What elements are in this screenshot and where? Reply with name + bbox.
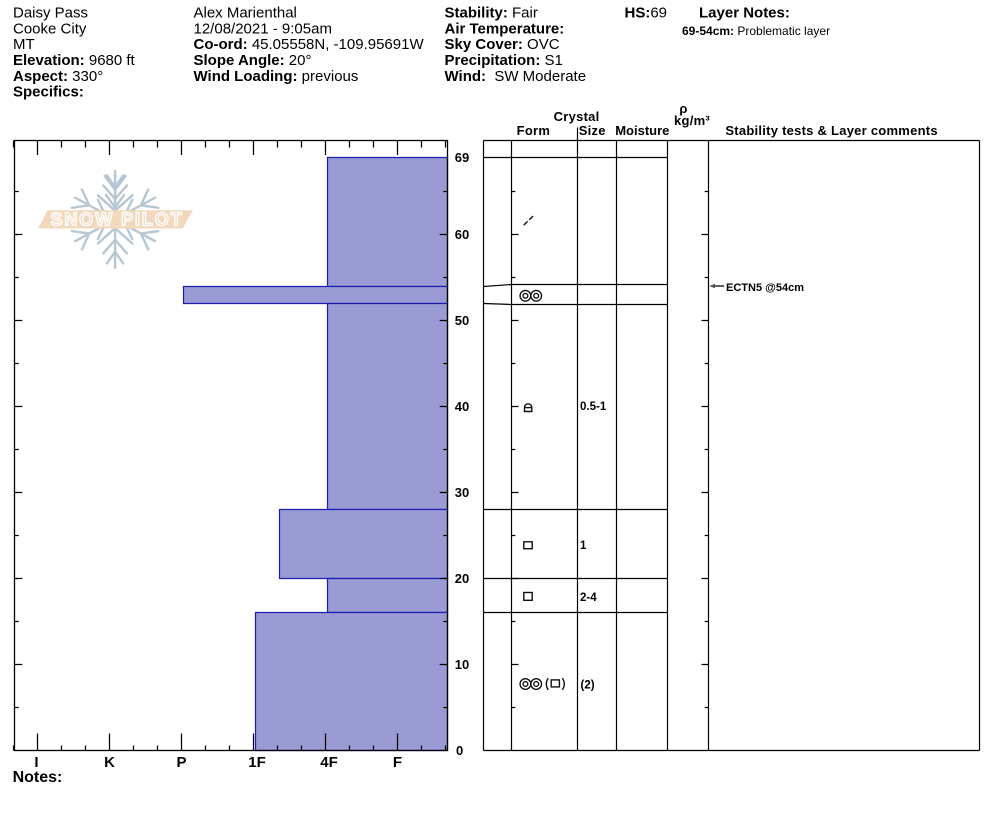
svg-text:Alex Marienthal: Alex Marienthal [194,5,297,22]
svg-text:Slope Angle: 20°: Slope Angle: 20° [194,52,312,69]
svg-text:30: 30 [455,485,469,500]
svg-text:Precipitation: S1: Precipitation: S1 [445,52,563,69]
svg-text:Wind: SW Moderate: Wind: SW Moderate [445,68,587,85]
svg-text:(2): (2) [581,679,595,691]
svg-text:Co-ord: 45.05558N, -109.95691W: Co-ord: 45.05558N, -109.95691W [194,36,425,53]
svg-text:0.5-1: 0.5-1 [580,401,607,413]
svg-text:ρ: ρ [679,101,687,116]
svg-text:20: 20 [455,571,469,586]
svg-text:F: F [393,754,402,771]
svg-text:69: 69 [455,150,469,165]
svg-text:50: 50 [455,313,469,328]
svg-text:Stability tests & Layer commen: Stability tests & Layer comments [725,123,937,138]
svg-text:Form: Form [517,123,551,138]
svg-text:Wind Loading: previous: Wind Loading: previous [194,68,359,85]
svg-text:69-54cm: Problematic layer: 69-54cm: Problematic layer [682,24,830,38]
svg-text:MT: MT [13,36,35,53]
svg-text:Crystal: Crystal [554,109,600,124]
svg-text:Notes:: Notes: [13,769,63,786]
svg-text:Specifics:: Specifics: [13,84,84,101]
svg-text:60: 60 [455,227,469,242]
svg-text:40: 40 [455,399,469,414]
svg-text:Elevation: 9680 ft: Elevation: 9680 ft [13,52,136,69]
svg-text:ECTN5 @54cm: ECTN5 @54cm [726,282,804,294]
svg-text:Layer Notes:: Layer Notes: [699,5,790,22]
svg-text:Size: Size [579,123,606,138]
svg-text:Sky Cover: OVC: Sky Cover: OVC [445,36,560,53]
svg-text:1F: 1F [248,754,266,771]
svg-text:12/08/2021 - 9:05am: 12/08/2021 - 9:05am [194,20,332,37]
svg-text:Aspect: 330°: Aspect: 330° [13,68,103,85]
svg-text:1: 1 [580,540,587,552]
svg-text:10: 10 [455,657,469,672]
svg-text:kg/m³: kg/m³ [674,113,710,128]
svg-text:SNOW PILOT: SNOW PILOT [51,210,184,230]
svg-text:Stability: Fair: Stability: Fair [445,5,538,22]
svg-text:Moisture: Moisture [615,123,669,138]
svg-text:K: K [104,754,115,771]
svg-text:2-4: 2-4 [580,592,597,604]
svg-text:Cooke City: Cooke City [13,20,87,37]
svg-text:Air Temperature:: Air Temperature: [445,20,565,37]
svg-text:0: 0 [456,743,463,758]
svg-text:4F: 4F [320,754,338,771]
svg-text:P: P [176,754,186,771]
svg-text:Daisy Pass: Daisy Pass [13,5,88,22]
svg-text:I: I [34,754,38,771]
svg-text:HS:69: HS:69 [625,5,668,22]
